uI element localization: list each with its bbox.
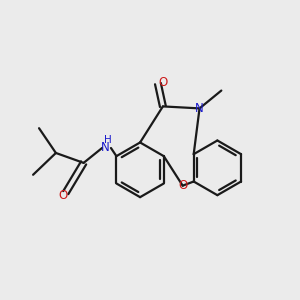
Text: O: O (159, 76, 168, 89)
Text: H: H (103, 135, 111, 145)
Text: O: O (178, 179, 187, 192)
Text: O: O (58, 189, 68, 202)
Text: N: N (195, 102, 204, 115)
Text: N: N (100, 141, 109, 154)
